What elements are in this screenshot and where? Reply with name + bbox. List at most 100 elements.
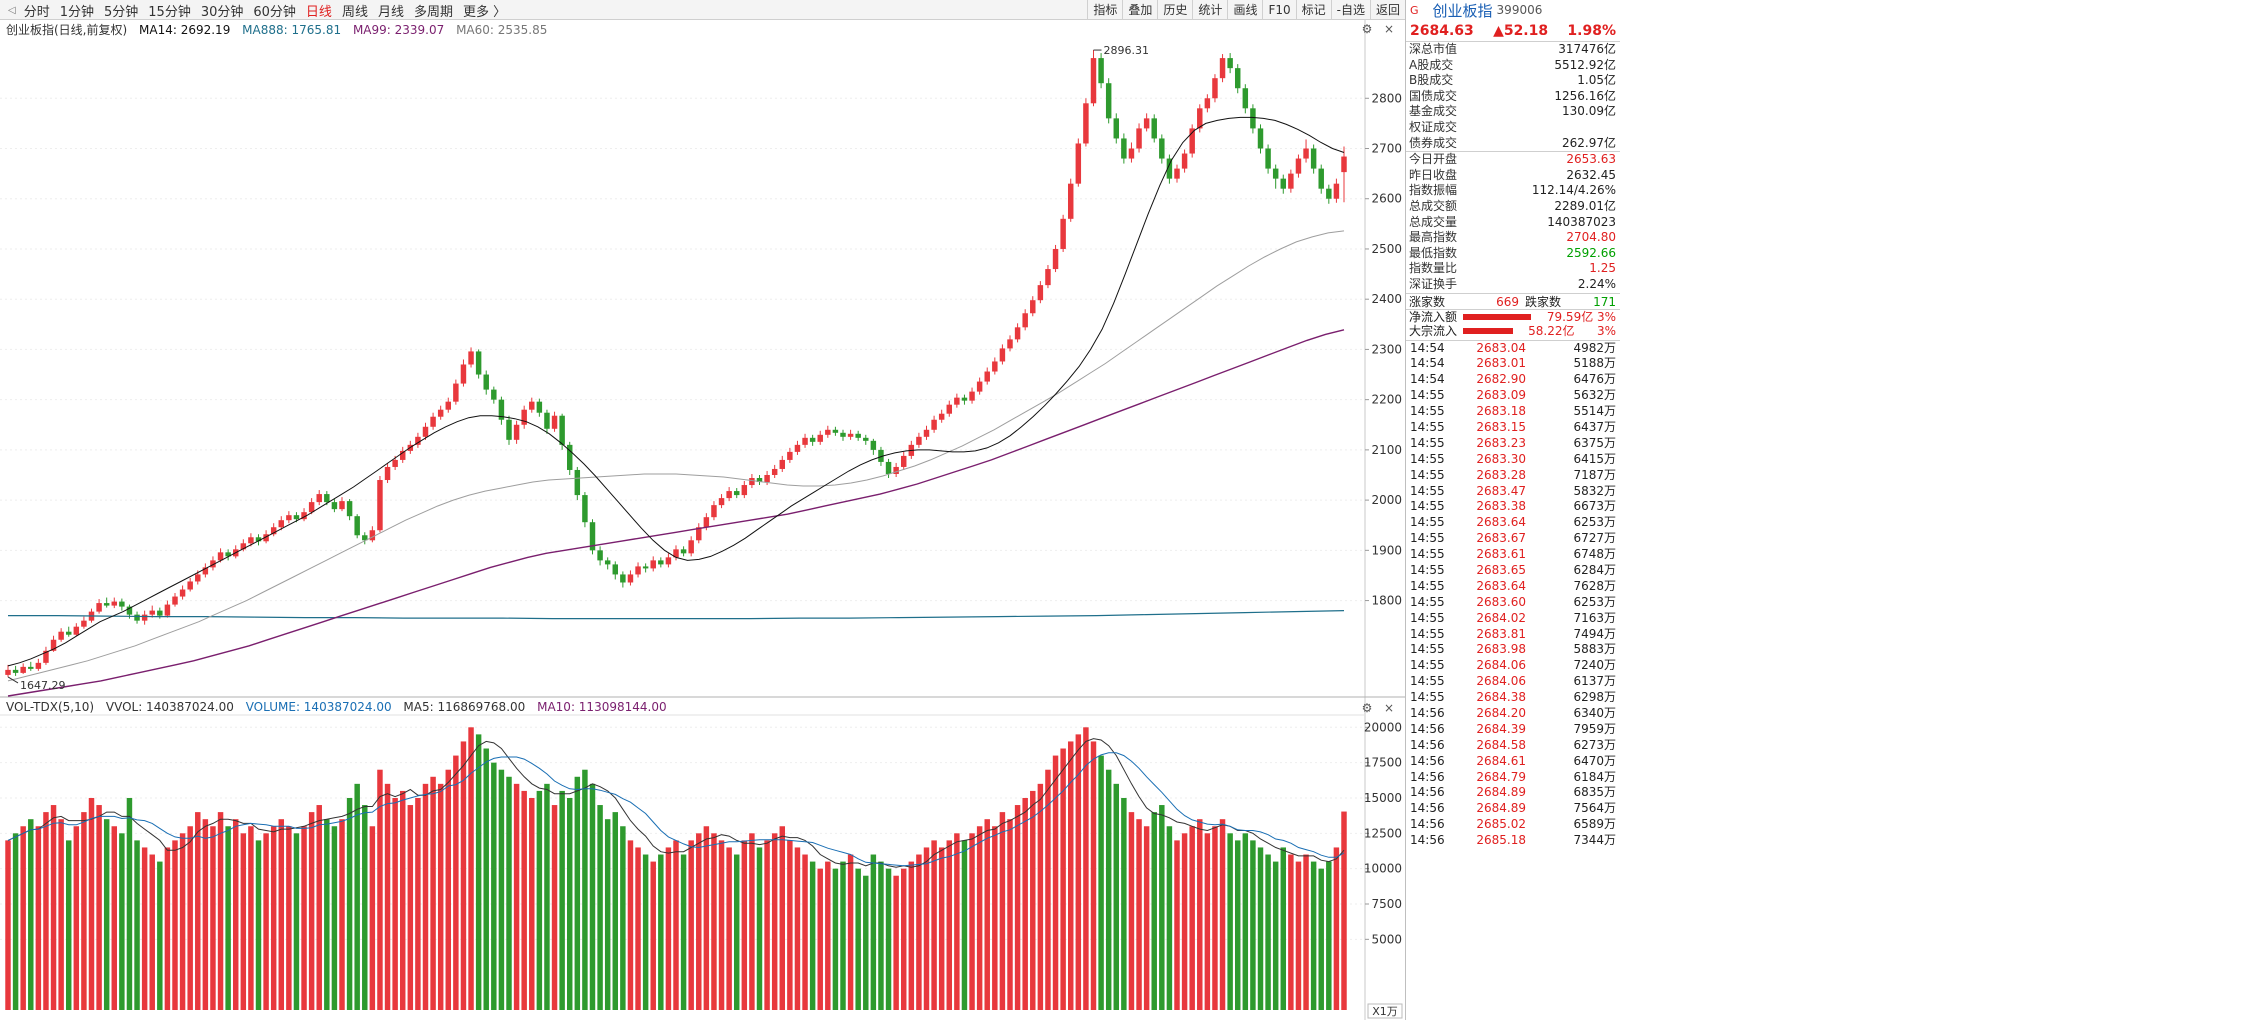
volume-bar [931,840,937,1010]
volume-bar [703,826,710,1010]
tick-time: 14:55 [1410,499,1445,514]
period-tab[interactable]: 更多 〉 [462,4,507,20]
stat-label: 指数量比 [1409,261,1458,276]
tick-list[interactable]: 14:54 2683.04 4982万 14:54 2683.01 5188万 14:54 2… [1406,339,1620,850]
volume-bar [938,847,945,1010]
tool-button[interactable]: 叠加 [1122,0,1157,20]
period-tab[interactable]: 1分钟 [59,4,94,20]
vol-settings-icon[interactable]: ⚙ [1361,701,1373,715]
volume-bar [954,833,960,1010]
tick-volume: 5188万 [1573,356,1616,371]
volume-bar [840,861,846,1010]
index-name[interactable]: 创业板指 [1432,1,1493,20]
candle-body [187,581,193,590]
tick-time: 14:56 [1410,737,1445,752]
period-tab[interactable]: 5分钟 [104,4,139,20]
tool-button[interactable]: 统计 [1192,0,1227,20]
candle-body [809,437,816,442]
period-tab[interactable]: 多周期 [413,4,453,20]
vol-close-icon[interactable]: × [1383,701,1395,715]
period-tab[interactable]: 30分钟 [200,4,244,20]
volume-bar [984,819,990,1010]
volume-bar [263,833,269,1010]
volume-bar [5,840,11,1010]
tick-volume: 7240万 [1573,658,1616,673]
period-tab[interactable]: 15分钟 [148,4,191,20]
period-tab[interactable]: 月线 [377,4,404,20]
tick-volume: 7628万 [1573,578,1616,593]
candle-body [673,549,679,558]
candle-body [1303,148,1309,159]
tick-volume: 6835万 [1573,785,1616,800]
period-tab[interactable]: 日线 [305,4,332,20]
tool-button[interactable]: 标记 [1295,0,1331,20]
volume-bar [1143,826,1150,1010]
period-tab[interactable]: 60分钟 [253,4,296,20]
stat-label: A股成交 [1409,57,1454,72]
volume-bar [1030,790,1036,1010]
period-tab[interactable]: 周线 [341,4,368,20]
candle-body [331,502,338,510]
collapse-icon[interactable]: ◁ [8,4,16,16]
candle-body [756,478,763,483]
stat-value: 1256.16亿 [1554,88,1616,103]
tool-button[interactable]: -自选 [1330,0,1370,20]
period-tab[interactable]: 分时 [23,4,50,20]
candle-body [1030,300,1036,314]
tick-row: 14:55 2683.23 6375万 [1406,436,1620,452]
volume-bar [126,797,133,1010]
kline-chart[interactable]: 1800 1900 2000 2100 2200 2300 2400 2500 2600 2700… [0,0,1405,1020]
stat-value: 140387023 [1547,214,1616,229]
stat-value: 2653.63 [1566,152,1616,167]
tool-button[interactable]: 指标 [1087,0,1122,20]
candle-body [1121,138,1127,159]
candle-body [20,666,26,673]
tool-button[interactable]: 返回 [1369,0,1405,20]
volume-bar [680,854,687,1010]
stat-row: 权证成交 [1406,120,1620,136]
tick-time: 14:55 [1410,642,1445,657]
tick-price: 2683.61 [1476,547,1526,562]
tick-row: 14:56 2684.39 7959万 [1406,722,1620,738]
ma60-line [7,230,1345,682]
tick-volume: 5632万 [1573,388,1616,403]
tick-volume: 5514万 [1573,404,1616,419]
flow-bar [1463,313,1532,320]
stat-row: 深总市值 317476亿 [1406,42,1620,58]
ma888-line [8,610,1345,620]
price-tick-label: 2800 [1371,91,1402,105]
stat-row: 总成交量 140387023 [1406,215,1620,231]
volume-bar [787,840,793,1010]
tool-button[interactable]: F10 [1262,0,1295,20]
stat-value: 2592.66 [1566,245,1616,260]
tick-time: 14:55 [1410,626,1445,641]
tick-volume: 6253万 [1573,515,1616,530]
tick-volume: 5883万 [1573,642,1616,657]
tick-volume: 6184万 [1573,769,1616,784]
volume-bar [688,840,694,1010]
low-marker-line [7,676,19,684]
tool-button[interactable]: 历史 [1157,0,1192,20]
volume-bar [1007,819,1013,1010]
volume-bar [1303,854,1309,1010]
candle-body [923,429,930,437]
ma888-value: MA888: 1765.81 [242,23,342,37]
candle-body [741,485,748,496]
close-chart-icon[interactable]: × [1383,22,1395,36]
stat-label: 最低指数 [1409,245,1458,260]
flow-bar [1463,327,1513,334]
volume-bar [35,826,42,1010]
candle-body [1333,183,1340,199]
volume-bar [779,826,786,1010]
volume-bar [12,833,19,1010]
vol-indicator-name: VOL-TDX(5,10) [6,700,95,714]
candle-body [1113,118,1120,139]
settings-icon[interactable]: ⚙ [1361,22,1373,36]
volume-bar [1310,861,1317,1010]
candle-body [430,416,436,427]
tool-button[interactable]: 画线 [1227,0,1262,20]
volume-bar [900,868,907,1010]
volume-bar [673,840,679,1010]
volume-bar [1045,769,1051,1010]
volume-bar [248,826,254,1010]
